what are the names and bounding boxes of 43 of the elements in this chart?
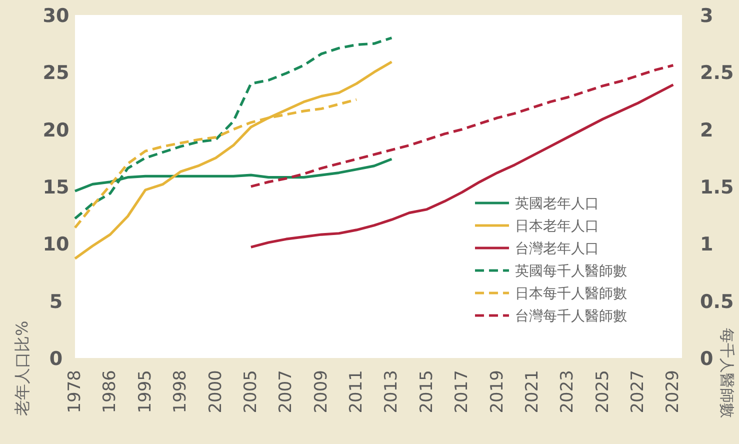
x-tick-label: 2025 (592, 370, 613, 414)
x-tick-label: 2013 (382, 370, 402, 414)
x-tick-label: 2021 (522, 370, 542, 414)
y2-tick-label: 3 (700, 5, 714, 27)
y-tick-label: 30 (42, 5, 70, 27)
y2-tick-label: 2.5 (700, 62, 734, 84)
y2-tick-label: 0 (700, 348, 714, 370)
legend-label: 英國老年人口 (515, 196, 599, 212)
legend-label: 台灣老年人口 (515, 241, 599, 257)
legend-label: 英國每千人醫師數 (515, 264, 627, 280)
x-tick-label: 2000 (206, 370, 226, 414)
y2-axis-title: 每千人醫師數 (718, 328, 736, 418)
y-tick-label: 10 (42, 234, 70, 256)
x-tick-label: 1995 (135, 370, 156, 414)
x-tick-label: 2011 (346, 370, 367, 414)
y-tick-label: 5 (49, 290, 63, 313)
y2-tick-label: 1 (700, 234, 714, 256)
y-axis-title: 老年人口比% (12, 320, 32, 416)
x-tick-label: 1986 (100, 370, 120, 414)
y2-tick-label: 2 (700, 119, 714, 142)
line-series (250, 64, 674, 188)
y2-tick-label: 0.5 (700, 290, 734, 313)
line-series (74, 60, 393, 260)
x-tick-label: 2017 (452, 370, 472, 414)
y2-tick-label: 1.5 (700, 176, 734, 198)
y-tick-label: 25 (42, 62, 70, 84)
legend-label: 日本每千人醫師數 (515, 286, 627, 302)
x-tick-label: 1998 (170, 370, 191, 414)
x-tick-label: 2009 (311, 370, 332, 414)
y-tick-label: 20 (42, 119, 70, 142)
x-tick-label: 2023 (558, 370, 578, 414)
x-tick-label: 2015 (416, 370, 437, 414)
y-tick-label: 0 (49, 348, 63, 370)
x-tick-label: 1978 (65, 370, 85, 414)
x-tick-label: 2029 (663, 370, 684, 414)
x-tick-label: 2005 (240, 370, 261, 414)
legend-label: 台灣每千人醫師數 (515, 308, 627, 324)
x-tick-label: 2007 (276, 370, 296, 414)
x-tick-label: 2027 (628, 370, 648, 414)
x-tick-label: 2019 (487, 370, 508, 414)
legend-label: 日本老年人口 (515, 218, 599, 234)
y-tick-label: 15 (42, 176, 70, 198)
line-series (74, 36, 393, 220)
